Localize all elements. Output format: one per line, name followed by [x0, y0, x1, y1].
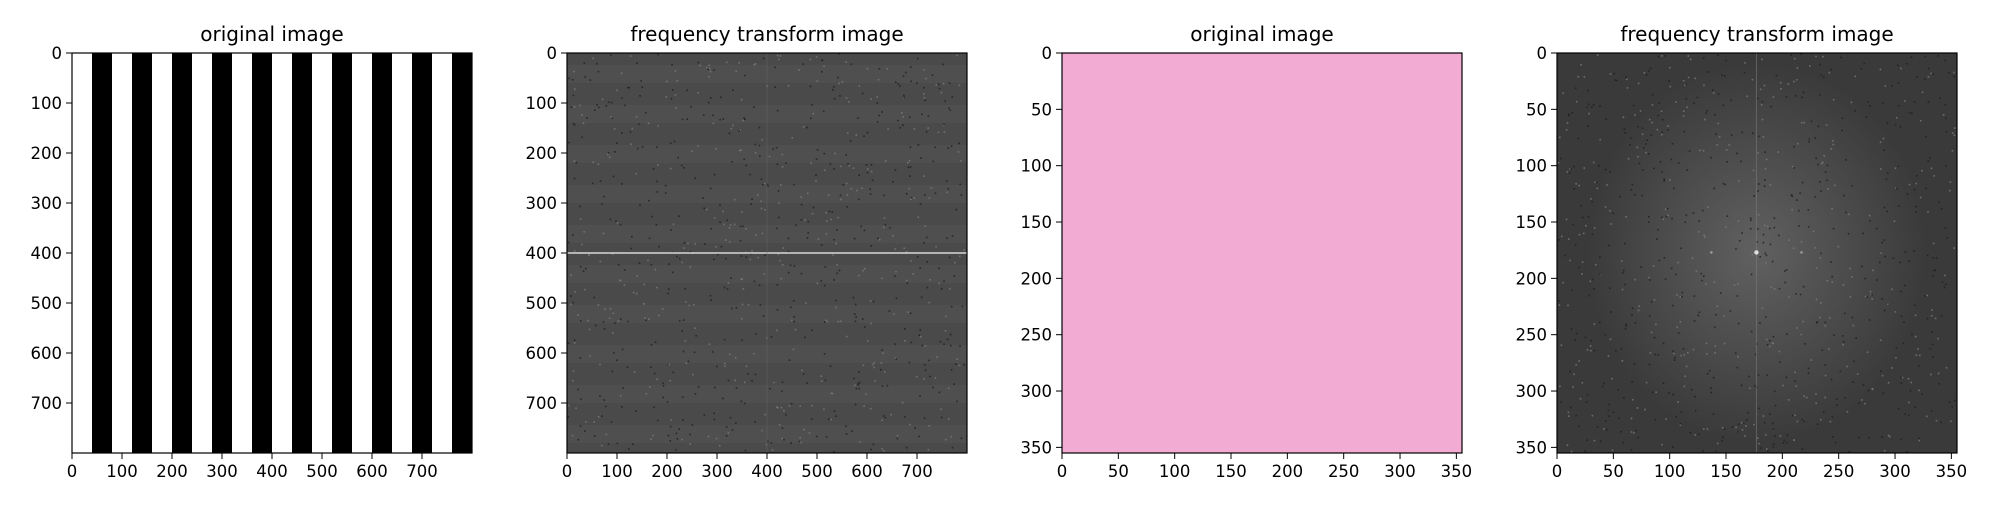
y-tick-label: 200 — [526, 144, 558, 163]
subplot-original-pink: original image 0 50 100 150 200 250 300 350 0 50 10… — [990, 0, 1473, 516]
black-stripe — [332, 53, 352, 453]
center-dot — [1754, 250, 1759, 255]
y-tick-label: 200 — [1516, 269, 1548, 288]
y-tick-label: 100 — [526, 94, 558, 113]
image-content — [567, 53, 967, 453]
plot-title: original image — [200, 22, 343, 46]
x-tick-label: 250 — [1328, 462, 1360, 481]
x-tick-label: 300 — [701, 462, 733, 481]
axes-frame — [1556, 52, 1958, 454]
y-tick-label: 0 — [1042, 44, 1053, 63]
x-tick-label: 0 — [67, 462, 78, 481]
x-tick-label: 200 — [651, 462, 683, 481]
y-tick-label: 200 — [1021, 269, 1053, 288]
pink-fill — [1062, 53, 1462, 453]
y-tick-label: 100 — [1021, 157, 1053, 176]
subplot-original-stripes: original image 0 100 200 300 400 500 600 700 0 100… — [0, 0, 480, 516]
black-stripe — [212, 53, 232, 453]
image-content — [72, 53, 472, 453]
y-tick-label: 250 — [1516, 326, 1548, 345]
side-dot — [1710, 251, 1713, 254]
spectrum-noise — [1557, 53, 1956, 453]
side-dot — [1800, 251, 1803, 254]
x-tick-label: 50 — [1108, 462, 1129, 481]
y-tick-label: 0 — [1537, 44, 1548, 63]
x-tick-label: 50 — [1603, 462, 1624, 481]
x-tick-label: 350 — [1441, 462, 1473, 481]
x-tick-label: 200 — [1767, 462, 1799, 481]
y-tick-label: 100 — [31, 94, 63, 113]
x-tick-label: 100 — [601, 462, 633, 481]
y-tick-label: 500 — [31, 294, 63, 313]
y-tick-label: 50 — [1526, 100, 1547, 119]
black-stripe — [452, 53, 472, 453]
plot-title: frequency transform image — [1620, 22, 1893, 46]
black-stripe — [132, 53, 152, 453]
x-tick-label: 350 — [1936, 462, 1968, 481]
x-tick-label: 400 — [256, 462, 288, 481]
stripes-image-plot: original image 0 100 200 300 400 500 600 700 0 100… — [31, 22, 473, 481]
black-stripe — [292, 53, 312, 453]
x-tick-label: 300 — [1384, 462, 1416, 481]
y-tick-label: 300 — [1021, 382, 1053, 401]
x-tick-label: 500 — [801, 462, 833, 481]
x-tick-label: 400 — [751, 462, 783, 481]
x-tick-label: 600 — [851, 462, 883, 481]
y-tick-label: 100 — [1516, 157, 1548, 176]
plot-title: frequency transform image — [630, 22, 903, 46]
pink-spectrum-plot: frequency transform image 0 50 100 150 200 250… — [1516, 22, 1968, 481]
subplot-frequency-transform-pink: frequency transform image 0 50 100 150 200 250… — [1485, 0, 1968, 516]
x-tick-label: 200 — [1272, 462, 1304, 481]
black-stripe — [172, 53, 192, 453]
black-stripe — [252, 53, 272, 453]
x-tick-label: 100 — [106, 462, 138, 481]
x-tick-label: 200 — [156, 462, 188, 481]
x-tick-label: 100 — [1654, 462, 1686, 481]
x-tick-label: 150 — [1710, 462, 1742, 481]
y-tick-label: 400 — [31, 244, 63, 263]
image-content — [1062, 53, 1462, 453]
x-tick-label: 250 — [1823, 462, 1855, 481]
black-stripe — [412, 53, 432, 453]
y-tick-label: 0 — [547, 44, 558, 63]
x-tick-label: 0 — [1552, 462, 1563, 481]
x-tick-label: 700 — [406, 462, 438, 481]
axes-frame — [1061, 52, 1463, 454]
y-tick-label: 0 — [52, 44, 63, 63]
y-tick-label: 300 — [526, 194, 558, 213]
y-tick-label: 600 — [526, 344, 558, 363]
x-tick-label: 150 — [1215, 462, 1247, 481]
x-tick-label: 0 — [562, 462, 573, 481]
x-tick-label: 300 — [206, 462, 238, 481]
y-tick-label: 150 — [1516, 213, 1548, 232]
y-tick-label: 400 — [526, 244, 558, 263]
y-tick-label: 300 — [31, 194, 63, 213]
x-tick-label: 0 — [1057, 462, 1068, 481]
y-tick-label: 250 — [1021, 326, 1053, 345]
black-stripe — [92, 53, 112, 453]
y-tick-label: 600 — [31, 344, 63, 363]
x-tick-label: 700 — [901, 462, 933, 481]
y-tick-label: 50 — [1031, 100, 1052, 119]
stripes-spectrum-plot: frequency transform image 0 100 200 300 400 50… — [526, 22, 968, 481]
x-tick-label: 500 — [306, 462, 338, 481]
y-tick-label: 700 — [31, 394, 63, 413]
black-stripe — [372, 53, 392, 453]
y-tick-label: 350 — [1516, 438, 1548, 457]
x-tick-label: 100 — [1159, 462, 1191, 481]
y-tick-label: 700 — [526, 394, 558, 413]
y-tick-label: 350 — [1021, 438, 1053, 457]
x-tick-label: 300 — [1879, 462, 1911, 481]
image-content — [1557, 53, 1957, 453]
y-tick-label: 500 — [526, 294, 558, 313]
y-tick-label: 300 — [1516, 382, 1548, 401]
plot-title: original image — [1190, 22, 1333, 46]
subplot-frequency-transform-stripes: frequency transform image 0 100 200 300 400 50… — [495, 0, 975, 516]
x-tick-label: 600 — [356, 462, 388, 481]
y-tick-label: 150 — [1021, 213, 1053, 232]
y-tick-label: 200 — [31, 144, 63, 163]
spectrum-noise — [567, 53, 965, 453]
